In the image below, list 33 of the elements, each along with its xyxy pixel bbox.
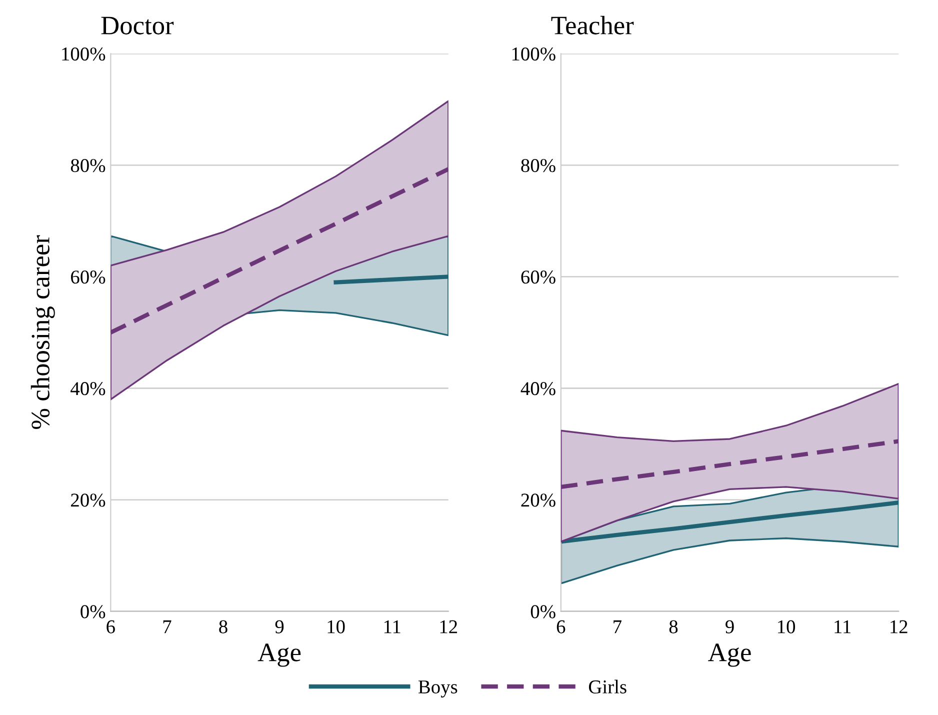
x-tick-label: 12 (440, 620, 458, 634)
y-tick-label: 100% (512, 47, 556, 61)
y-tick-label: 100% (62, 47, 106, 61)
x-tick-label: 11 (384, 620, 400, 634)
x-tick-label: 10 (328, 620, 345, 634)
x-tick-label: 10 (778, 620, 796, 634)
x-tick-label: 9 (726, 620, 734, 634)
x-tick-label: 6 (106, 620, 115, 634)
x-tick-label: 9 (275, 620, 284, 634)
x-axis-title: Age (708, 644, 751, 667)
y-tick-label: 20% (521, 494, 556, 507)
y-tick-label: 0% (530, 605, 556, 618)
x-tick-label: 8 (219, 620, 228, 634)
y-tick-label: 20% (71, 494, 106, 507)
x-tick-label: 7 (614, 620, 622, 634)
y-axis-title: % choosing career (30, 235, 55, 430)
legend-label: Boys (418, 680, 458, 698)
y-tick-label: 80% (521, 158, 556, 172)
x-tick-label: 11 (834, 620, 851, 634)
y-tick-label: 60% (521, 270, 556, 284)
chart-title: Doctor (101, 16, 174, 34)
x-tick-label: 7 (163, 620, 172, 634)
y-tick-label: 80% (70, 158, 106, 172)
y-tick-label: 60% (71, 270, 106, 284)
chart-title: Teacher (551, 16, 634, 34)
x-tick-label: 8 (669, 620, 678, 634)
x-tick-label: 6 (556, 620, 566, 634)
y-tick-label: 40% (70, 382, 106, 396)
y-tick-label: 40% (520, 382, 556, 396)
legend-label: Girls (588, 680, 626, 694)
x-tick-label: 12 (890, 620, 908, 634)
y-tick-label: 0% (80, 605, 106, 618)
x-axis-title: Age (258, 644, 301, 667)
